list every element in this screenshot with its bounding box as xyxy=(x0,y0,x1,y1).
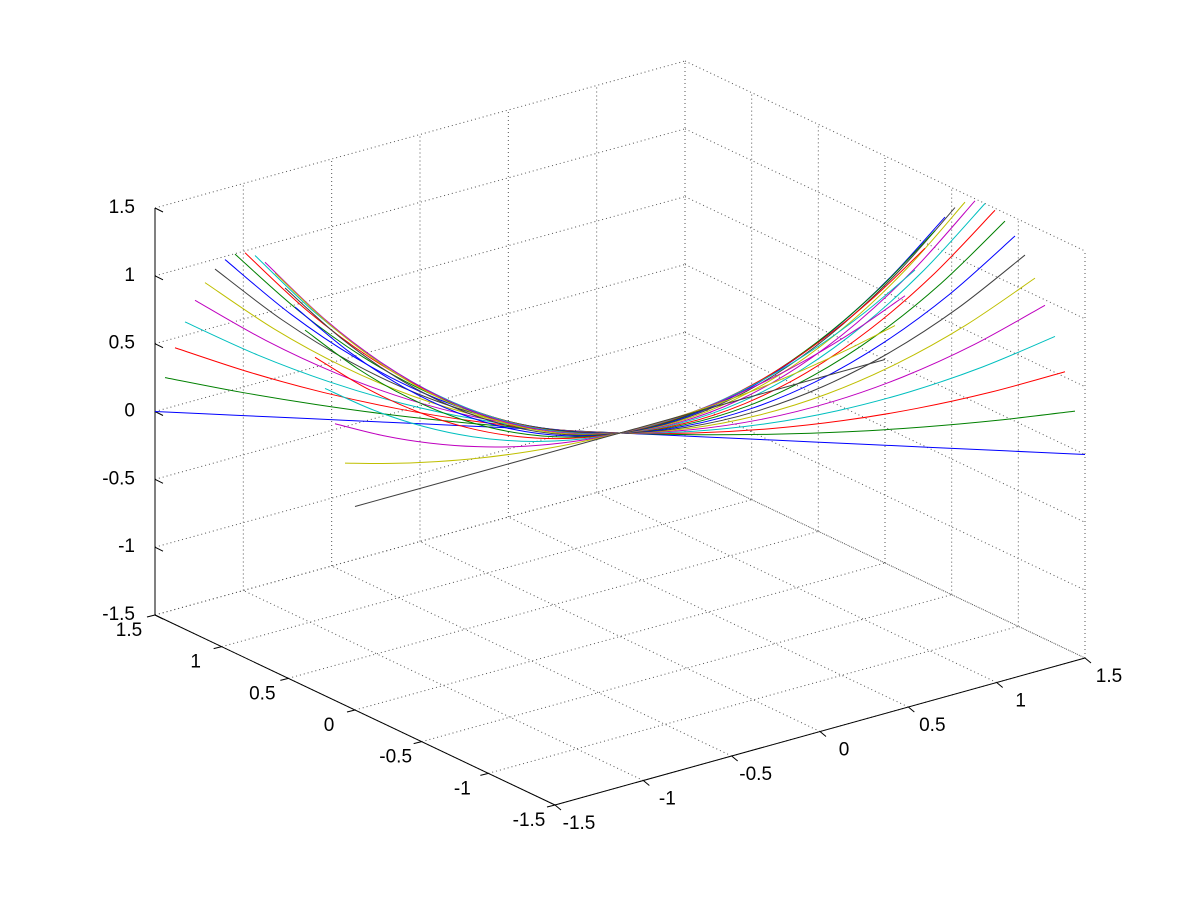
y-tick xyxy=(213,646,222,650)
y-tick-label: 0 xyxy=(324,715,335,736)
x-tick xyxy=(908,706,915,713)
x-tick xyxy=(819,731,827,737)
x-tick xyxy=(643,780,650,786)
y-tick-label: -0.5 xyxy=(379,747,412,768)
y-tick-label: 1 xyxy=(190,652,201,673)
x-tick-label: 0 xyxy=(839,740,850,761)
z-tick-label: 1.5 xyxy=(109,197,135,218)
z-tick-label: 0.5 xyxy=(109,333,135,354)
surface-line xyxy=(354,359,886,507)
y-tick xyxy=(413,741,422,745)
z-tick xyxy=(154,546,164,552)
z-tick-label: -0.5 xyxy=(102,468,135,489)
x-tick xyxy=(554,804,562,811)
y-tick xyxy=(480,772,489,776)
x-tick xyxy=(996,682,1003,688)
z-tick-label: -1 xyxy=(118,536,135,557)
z-tick-label: -1.5 xyxy=(102,604,135,625)
y-tick xyxy=(280,677,289,681)
x-tick xyxy=(1084,657,1092,664)
y-tick xyxy=(346,709,356,713)
y-tick-label: -1 xyxy=(454,778,471,799)
z-tick-label: 0 xyxy=(124,401,135,422)
z-tick xyxy=(154,275,164,281)
y-tick-label: -1.5 xyxy=(513,810,546,831)
z-tick-label: 1 xyxy=(124,265,135,286)
y-tick-label: 1.5 xyxy=(116,620,142,641)
x-tick-label: -0.5 xyxy=(739,764,772,785)
x-tick-label: -1.5 xyxy=(563,813,596,834)
x-tick-label: 1.5 xyxy=(1096,666,1122,687)
z-tick xyxy=(154,411,164,416)
z-tick xyxy=(154,207,164,213)
y-tick xyxy=(546,804,556,808)
z-tick xyxy=(154,343,164,349)
x-tick-label: 0.5 xyxy=(919,715,945,736)
y-tick xyxy=(146,614,156,618)
z-tick xyxy=(154,478,164,484)
x-tick xyxy=(731,755,738,762)
y-tick-label: 0.5 xyxy=(249,683,275,704)
z-tick xyxy=(154,614,164,620)
x-tick-label: 1 xyxy=(1015,691,1026,712)
x-tick-label: -1 xyxy=(659,789,676,810)
